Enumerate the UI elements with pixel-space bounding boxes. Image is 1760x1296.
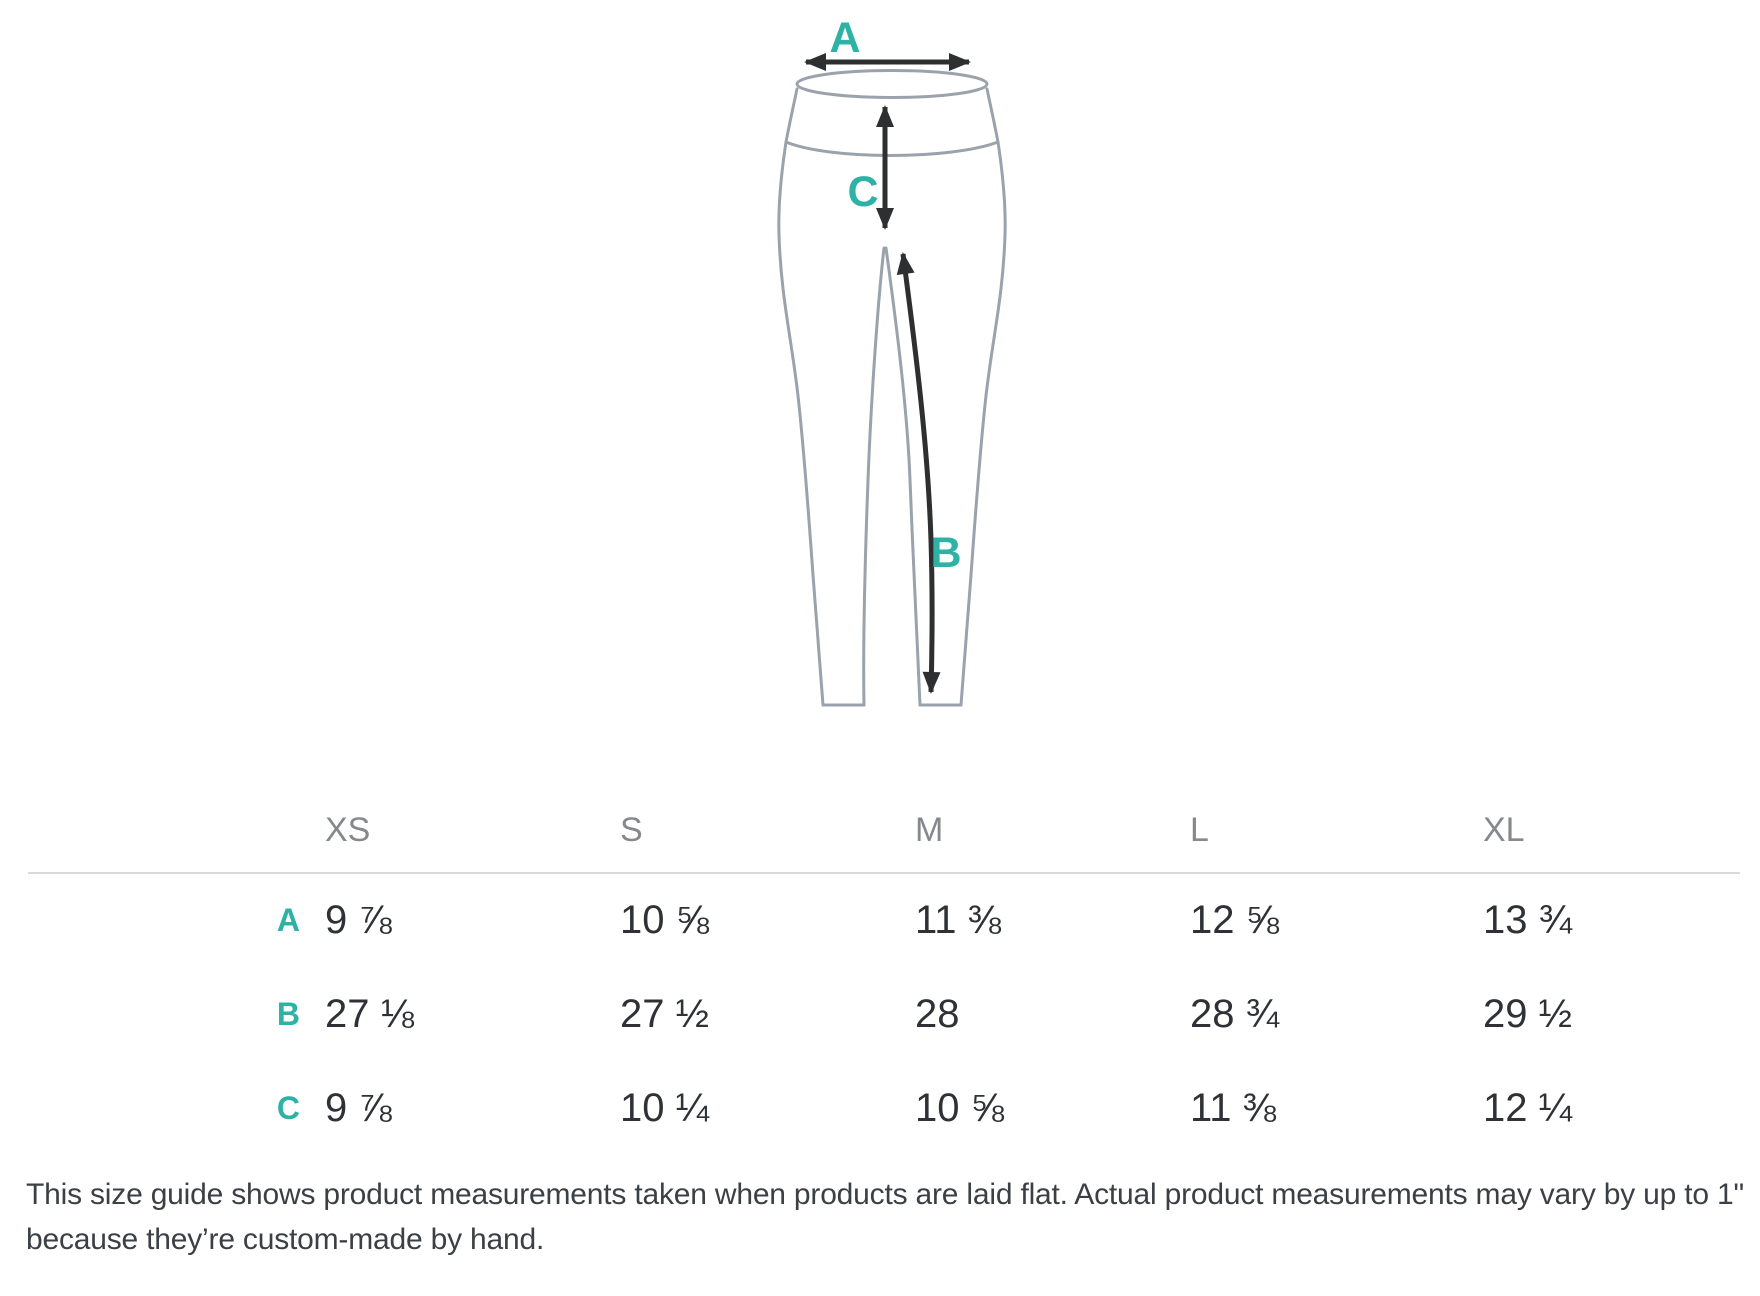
column-header-xs: XS [325, 788, 620, 874]
row-label-a: A [276, 902, 300, 938]
column-header-m: M [915, 788, 1190, 874]
cell-a-s: 10 ⅝ [620, 898, 709, 942]
cell-b-m: 28 [915, 991, 960, 1036]
diagram-label-c: C [847, 168, 878, 216]
disclaimer-line-2: because they’re custom-made by hand. [26, 1223, 545, 1256]
cell-b-l: 28 ¾ [1190, 991, 1279, 1036]
diagram-label-a: A [829, 14, 860, 62]
cell-c-xl: 12 ¼ [1483, 1085, 1572, 1130]
cell-a-xs: 9 ⅞ [325, 898, 392, 942]
leggings-diagram: A C B [777, 14, 1007, 707]
size-guide-disclaimer: This size guide shows product measuremen… [26, 1172, 1751, 1262]
waistband-seam [784, 140, 1000, 157]
cell-b-xl: 29 ½ [1483, 991, 1572, 1036]
table-row-b: B 27 ⅛ 27 ½ 28 28 ¾ 29 ½ [28, 967, 1740, 1061]
column-header-l: L [1190, 788, 1483, 874]
cell-a-m: 11 ⅜ [915, 898, 1001, 942]
size-table: XS S M L XL A 9 ⅞ 10 ⅝ 11 ⅜ 12 ⅝ 13 ¾ B … [28, 788, 1740, 1155]
leggings-outline [777, 69, 1007, 707]
row-label-b: B [276, 995, 300, 1032]
cell-c-m: 10 ⅝ [915, 1085, 1004, 1130]
row-label-c: C [276, 1089, 300, 1126]
cell-c-l: 11 ⅜ [1190, 1085, 1276, 1130]
disclaimer-line-1: This size guide shows product measuremen… [26, 1178, 1744, 1211]
inseam-length-arrow-icon [896, 252, 941, 694]
column-header-s: S [620, 788, 915, 874]
cell-c-xs: 9 ⅞ [325, 1085, 392, 1130]
cell-b-xs: 27 ⅛ [325, 991, 414, 1036]
diagram-label-b: B [930, 529, 961, 577]
cell-c-s: 10 ¼ [620, 1085, 709, 1130]
cell-a-l: 12 ⅝ [1190, 898, 1279, 942]
table-row-a: A 9 ⅞ 10 ⅝ 11 ⅜ 12 ⅝ 13 ¾ [28, 873, 1740, 967]
size-table-header-row: XS S M L XL [28, 788, 1740, 874]
column-header-xl: XL [1483, 788, 1740, 874]
table-row-c: C 9 ⅞ 10 ¼ 10 ⅝ 11 ⅜ 12 ¼ [28, 1061, 1740, 1155]
cell-b-s: 27 ½ [620, 991, 709, 1036]
corner-cell [28, 788, 325, 874]
cell-a-xl: 13 ¾ [1483, 898, 1572, 942]
